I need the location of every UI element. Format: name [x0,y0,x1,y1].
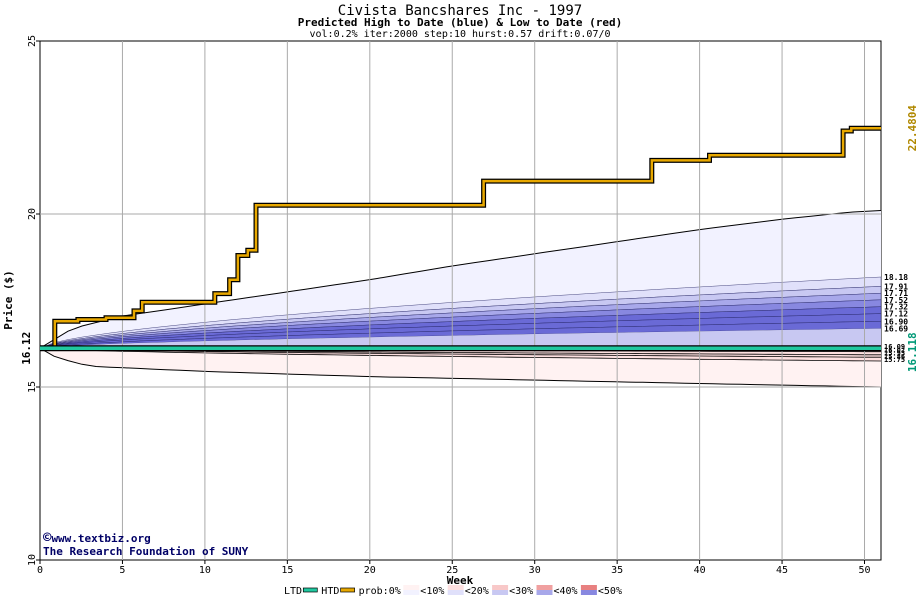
y-tick-label-15: 15 [27,381,38,393]
blue-band-label-8: 16.69 [884,325,908,334]
y-tick-label-10: 10 [27,554,38,566]
red-band-label-3: 15.93 [884,350,905,358]
legend-label-4: <20% [465,586,489,597]
x-tick-label-15: 15 [281,565,293,576]
legend-label-2: prob:0% [359,586,401,597]
legend-label-6: <40% [554,586,578,597]
x-tick-label-40: 40 [694,565,706,576]
ltd-final-label: 16.118 [906,332,919,372]
red-band-label-5: 15.75 [884,356,905,364]
lower-envelope-line [39,347,882,388]
watermark: ©www.textbiz.org The Research Foundation… [43,530,249,558]
x-tick-label-10: 10 [199,565,211,576]
red-band-label-2: 16.02 [884,346,905,354]
blue-band-label-7: 16.90 [884,317,908,326]
upper-envelope-line [39,210,882,349]
watermark-line1: www.textbiz.org [51,532,151,545]
y-axis-label: Price ($) [2,270,15,330]
legend-swatch-top-3 [403,585,420,590]
legend-swatch-top-4 [447,585,464,590]
htd-final-label: 22.4804 [906,105,919,152]
blue-band-label-2: 17.91 [884,282,908,291]
x-tick-label-25: 25 [446,565,458,576]
blue-band-label-6: 17.12 [884,310,908,319]
legend-label-0: LTD [284,586,302,597]
start-price-label: 16.12 [20,332,33,365]
x-tick-label-45: 45 [776,565,788,576]
blue-band-inner [40,328,881,349]
x-tick-label-35: 35 [611,565,623,576]
legend-swatch-bottom-3 [403,590,420,595]
legend-swatch-bottom-4 [447,590,464,595]
blue-band-label-1: 18.18 [884,273,908,282]
legend: LTD HTD prob:0% <10% <20% <30% <40% <50% [284,585,622,597]
y-tick-label-25: 25 [27,35,38,47]
copyright-icon: © [43,530,52,546]
x-tick-label-5: 5 [119,565,125,576]
legend-line-0 [302,587,318,593]
red-band-outer [40,348,881,387]
blue-band-label-4: 17.52 [884,296,908,305]
y-tick-label-20: 20 [27,208,38,220]
legend-swatch-top-6 [536,585,553,590]
chart-params: vol:0.2% iter:2000 step:10 hurst:0.57 dr… [309,29,610,40]
blue-band-outer [40,210,881,349]
chart-subtitle: Predicted High to Date (blue) & Low to D… [298,16,623,29]
x-axis-label: Week [447,574,474,587]
x-tick-label-20: 20 [364,565,376,576]
legend-swatch-bottom-6 [536,590,553,595]
legend-swatch-bottom-7 [580,590,597,595]
chart-title: Civista Bancshares Inc - 1997 [338,3,582,19]
legend-label-5: <30% [509,586,533,597]
x-tick-label-50: 50 [858,565,870,576]
red-band-label-4: 15.86 [884,353,905,361]
legend-swatch-top-7 [580,585,597,590]
blue-band-label-3: 17.71 [884,289,908,298]
x-tick-label-0: 0 [37,565,43,576]
legend-label-3: <10% [420,586,444,597]
watermark-line2: The Research Foundation of SUNY [43,545,249,558]
x-tick-label-30: 30 [529,565,541,576]
legend-line-1 [340,587,355,593]
red-quantile-5 [39,347,882,362]
legend-swatch-bottom-5 [492,590,509,595]
legend-label-1: HTD [321,586,339,597]
legend-label-7: <50% [598,586,622,597]
legend-swatch-top-5 [492,585,509,590]
htd-line [40,126,881,350]
red-band-label-1: 16.09 [884,343,905,351]
blue-band-label-5: 17.32 [884,303,908,312]
